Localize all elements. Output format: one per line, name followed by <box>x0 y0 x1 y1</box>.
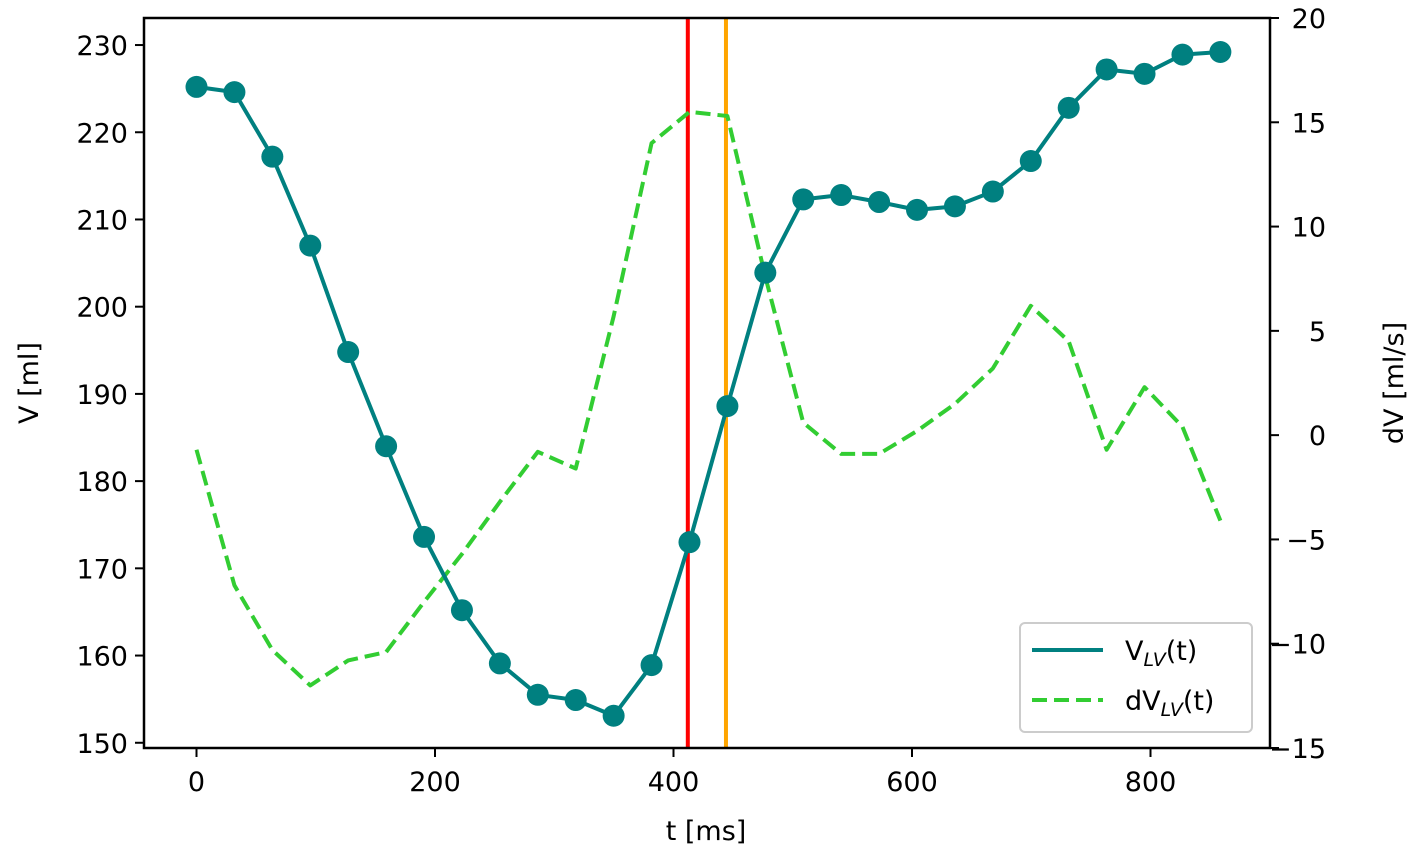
y-axis-right-ticks: −15 −10 −5 0 5 10 15 20 <box>1269 4 1326 765</box>
v-data-point <box>1095 58 1118 81</box>
legend: VLV(t) dVLV(t) <box>1019 622 1253 733</box>
v-data-point <box>602 704 625 727</box>
v-data-point <box>640 654 663 677</box>
y-tick-label: 190 <box>76 380 128 411</box>
y-tick-label: 150 <box>76 729 128 760</box>
v-data-point <box>868 191 891 214</box>
v-data-point <box>906 198 929 221</box>
y-tick-label: 210 <box>76 205 128 236</box>
y-axis-left-ticks: 150 160 170 180 190 200 210 220 230 <box>76 31 144 760</box>
v-data-point <box>223 81 246 104</box>
v-data-point <box>830 184 853 207</box>
dv-line <box>194 109 1223 688</box>
v-data-point <box>943 195 966 218</box>
v-data-point <box>1133 62 1156 85</box>
v-data-point <box>716 395 739 418</box>
series-v-lv <box>185 41 1232 727</box>
v-data-point <box>564 689 587 712</box>
legend-label: VLV(t) <box>1125 636 1197 671</box>
y2-tick-label: 15 <box>1292 108 1326 139</box>
y-axis-left-label: V [ml] <box>14 342 45 424</box>
x-tick-label: 400 <box>648 767 700 798</box>
v-data-point <box>450 599 473 622</box>
x-tick-label: 0 <box>188 767 205 798</box>
v-line <box>196 50 1221 718</box>
y2-tick-label: 10 <box>1292 213 1326 244</box>
v-data-point <box>413 525 436 548</box>
x-axis-label: t [ms] <box>666 816 747 847</box>
axes-border <box>142 16 1272 750</box>
y2-tick-label: −5 <box>1286 525 1326 556</box>
y2-tick-label: −10 <box>1269 630 1326 661</box>
v-data-point <box>1019 150 1042 173</box>
axes-frame <box>142 16 1272 750</box>
y-tick-label: 230 <box>76 31 128 62</box>
y2-tick-label: 20 <box>1292 4 1326 35</box>
vertical-markers <box>685 18 728 748</box>
v-data-point <box>981 180 1004 203</box>
x-tick-label: 600 <box>886 767 938 798</box>
legend-label: dVLV(t) <box>1125 686 1214 721</box>
v-data-point <box>678 531 701 554</box>
v-data-point <box>1057 96 1080 119</box>
y-tick-label: 220 <box>76 118 128 149</box>
y2-tick-label: 5 <box>1309 317 1326 348</box>
v-data-point <box>754 261 777 284</box>
v-data-point <box>337 341 360 364</box>
x-tick-label: 800 <box>1125 767 1177 798</box>
v-data-point <box>299 234 322 257</box>
y-axis-right-label: dV [ml/s] <box>1379 322 1410 444</box>
y-tick-label: 160 <box>76 642 128 673</box>
x-tick-label: 200 <box>409 767 461 798</box>
v-data-point <box>261 145 284 168</box>
v-data-point <box>1209 41 1232 64</box>
y-tick-label: 180 <box>76 467 128 498</box>
v-data-point <box>1171 43 1194 66</box>
v-data-point <box>792 188 815 211</box>
v-data-point <box>526 683 549 706</box>
series-dv-lv <box>194 109 1223 688</box>
v-data-point <box>488 652 511 675</box>
y-tick-label: 170 <box>76 554 128 585</box>
y-tick-label: 200 <box>76 293 128 324</box>
x-axis-ticks: 0 200 400 600 800 <box>188 748 1176 798</box>
v-data-point <box>375 435 398 458</box>
y2-tick-label: −15 <box>1269 734 1326 765</box>
y2-tick-label: 0 <box>1309 421 1326 452</box>
v-data-point <box>185 75 208 98</box>
